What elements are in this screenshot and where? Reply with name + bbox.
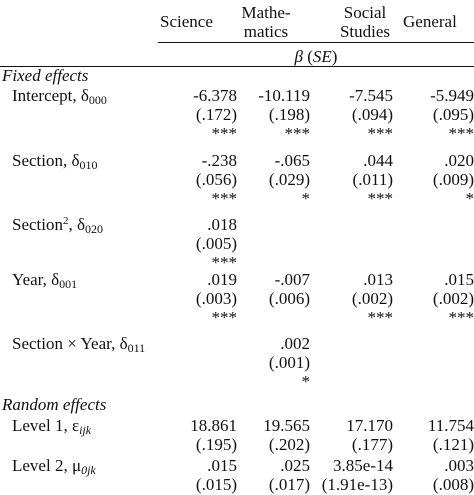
cell-sig: ***	[211, 189, 238, 208]
header-math-line2: matics	[243, 22, 289, 41]
cell-sig: ***	[367, 308, 394, 327]
header-social-line2: Studies	[339, 22, 391, 41]
cell-sig: ***	[284, 124, 311, 143]
cell-se: (.001)	[268, 353, 310, 372]
cell-est: .044	[363, 151, 393, 170]
cell-se: (.172)	[195, 105, 237, 124]
cell-sig: ***	[448, 124, 474, 143]
cell-sig: ***	[367, 189, 394, 208]
row-label-section-year: Section × Year, δ011	[12, 334, 146, 355]
row-label-section-squared: Section2, δ020	[12, 215, 104, 236]
beta-se-label: β (SE)	[158, 48, 474, 65]
row-label-level1: Level 1, εijk	[12, 416, 92, 437]
header-science: Science	[160, 12, 213, 31]
cell-est: -5.949	[430, 86, 474, 105]
cell-est: .013	[363, 270, 393, 289]
cell-sig: ***	[211, 253, 238, 272]
cell-se: (.003)	[195, 289, 237, 308]
cell-se: (.029)	[268, 170, 310, 189]
cell-est: -.007	[274, 270, 310, 289]
cell-sig: ***	[211, 308, 238, 327]
row-label-intercept: Intercept, δ000	[12, 86, 107, 107]
row-label-section: Section, δ010	[12, 151, 98, 172]
cell-est: -.238	[201, 151, 237, 170]
se-label: (SE)	[307, 47, 338, 66]
row-label-level2: Level 2, μ0jk	[12, 456, 96, 477]
header-divider	[158, 42, 474, 43]
beta-symbol: β	[294, 47, 303, 66]
cell-se: (.009)	[432, 170, 474, 189]
cell-est: .019	[207, 270, 237, 289]
cell-sig: ***	[211, 124, 238, 143]
cell-se: (.121)	[432, 435, 474, 454]
cell-est: -10.119	[258, 86, 310, 105]
cell-se: (.002)	[432, 289, 474, 308]
header-math-line1: Mathe-	[241, 3, 291, 22]
top-rule	[0, 66, 474, 67]
cell-est: .018	[207, 215, 237, 234]
row-label-year: Year, δ001	[12, 270, 78, 291]
cell-se: (.177)	[351, 435, 393, 454]
section-fixed-effects: Fixed effects	[2, 66, 89, 85]
cell-est: -7.545	[349, 86, 393, 105]
cell-se: (.094)	[351, 105, 393, 124]
section-random-effects: Random effects	[2, 395, 107, 414]
cell-se: (1.91e-13)	[321, 475, 393, 494]
cell-est: 18.861	[190, 416, 237, 435]
cell-se: (.095)	[432, 105, 474, 124]
cell-se: (.056)	[195, 170, 237, 189]
cell-est: 11.754	[427, 416, 474, 435]
cell-se: (.008)	[432, 475, 474, 494]
header-social-line1: Social	[343, 3, 387, 22]
cell-est: .020	[444, 151, 474, 170]
cell-est: 19.565	[263, 416, 310, 435]
cell-est: .003	[444, 456, 474, 475]
cell-sig: *	[301, 372, 311, 391]
cell-se: (.015)	[195, 475, 237, 494]
cell-se: (.002)	[351, 289, 393, 308]
cell-sig: *	[465, 189, 474, 208]
cell-se: (.198)	[268, 105, 310, 124]
cell-se: (.011)	[352, 170, 393, 189]
cell-est: -6.378	[193, 86, 237, 105]
cell-sig: *	[301, 189, 311, 208]
cell-est: 3.85e-14	[333, 456, 393, 475]
cell-est: .025	[280, 456, 310, 475]
header-general: General	[403, 12, 457, 31]
cell-se: (.005)	[195, 234, 237, 253]
cell-est: -.065	[274, 151, 310, 170]
cell-est: .002	[280, 334, 310, 353]
cell-se: (.006)	[268, 289, 310, 308]
cell-se: (.195)	[195, 435, 237, 454]
cell-est: 17.170	[346, 416, 393, 435]
cell-est: .015	[207, 456, 237, 475]
cell-se: (.017)	[268, 475, 310, 494]
cell-est: .015	[444, 270, 474, 289]
cell-sig: ***	[448, 308, 474, 327]
cell-sig: ***	[367, 124, 394, 143]
cell-se: (.202)	[268, 435, 310, 454]
